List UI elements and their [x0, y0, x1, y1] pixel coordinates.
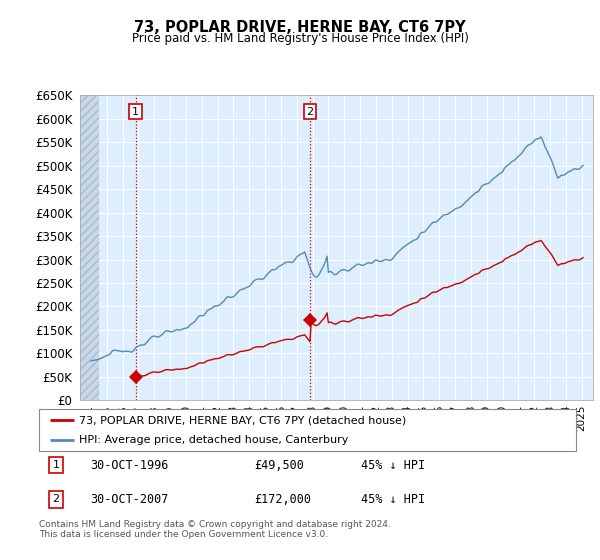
Text: 45% ↓ HPI: 45% ↓ HPI — [361, 493, 425, 506]
Text: 73, POPLAR DRIVE, HERNE BAY, CT6 7PY: 73, POPLAR DRIVE, HERNE BAY, CT6 7PY — [134, 20, 466, 35]
Text: 73, POPLAR DRIVE, HERNE BAY, CT6 7PY (detached house): 73, POPLAR DRIVE, HERNE BAY, CT6 7PY (de… — [79, 415, 407, 425]
Text: £49,500: £49,500 — [254, 459, 304, 472]
Text: 2: 2 — [306, 106, 313, 116]
Text: 1: 1 — [52, 460, 59, 470]
Bar — [80, 95, 99, 400]
Text: 30-OCT-1996: 30-OCT-1996 — [90, 459, 169, 472]
Text: 45% ↓ HPI: 45% ↓ HPI — [361, 459, 425, 472]
Text: 1: 1 — [132, 106, 139, 116]
Text: £172,000: £172,000 — [254, 493, 311, 506]
Text: 30-OCT-2007: 30-OCT-2007 — [90, 493, 169, 506]
FancyBboxPatch shape — [39, 409, 576, 451]
Text: Price paid vs. HM Land Registry's House Price Index (HPI): Price paid vs. HM Land Registry's House … — [131, 32, 469, 45]
Text: 2: 2 — [52, 494, 59, 505]
Text: HPI: Average price, detached house, Canterbury: HPI: Average price, detached house, Cant… — [79, 435, 349, 445]
Text: Contains HM Land Registry data © Crown copyright and database right 2024.
This d: Contains HM Land Registry data © Crown c… — [39, 520, 391, 539]
